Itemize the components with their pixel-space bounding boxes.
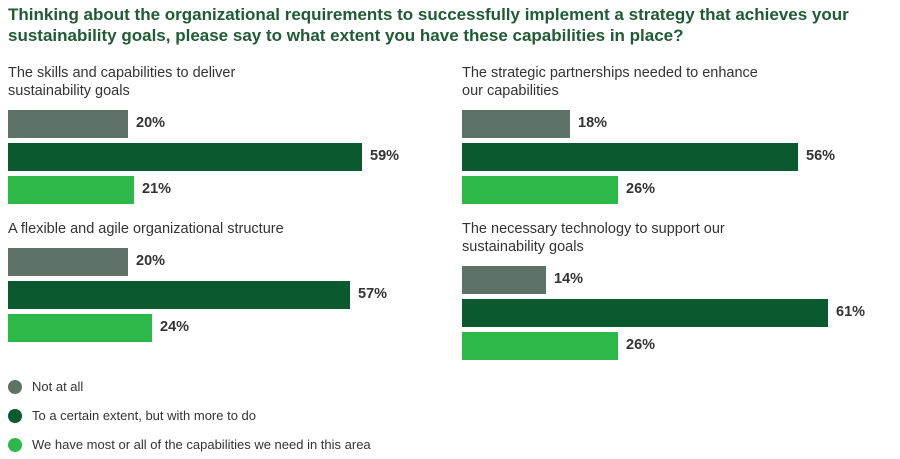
panel-title: The skills and capabilities to deliver s… — [8, 65, 236, 99]
bar-row: 61% — [462, 299, 865, 327]
legend-swatch — [8, 379, 22, 394]
legend-item-most-or-all: We have most or all of the capabilities … — [8, 430, 371, 459]
panel-title: A flexible and agile organizational stru… — [8, 221, 284, 237]
bar-row: 56% — [462, 143, 835, 171]
chart-panel: The necessary technology to support our … — [462, 220, 865, 365]
bar-not-at-all — [8, 110, 128, 138]
bar-row: 24% — [8, 314, 388, 342]
chart-title: Thinking about the organizational requir… — [8, 5, 849, 45]
data-label: 14% — [554, 271, 584, 287]
legend-label: Not at all — [32, 379, 84, 394]
bar-not-at-all — [8, 248, 128, 276]
legend-label: We have most or all of the capabilities … — [32, 437, 371, 452]
bar-group: 20% 59% 21% — [8, 110, 399, 204]
bar-group: 20% 57% 24% — [8, 248, 388, 342]
data-label: 20% — [136, 253, 166, 269]
data-label: 26% — [626, 181, 656, 197]
bar-row: 57% — [8, 281, 388, 309]
bar-row: 26% — [462, 332, 762, 360]
bar-not-at-all — [462, 110, 570, 138]
data-label: 24% — [160, 319, 190, 335]
legend-label: To a certain extent, but with more to do — [32, 408, 257, 423]
chart-panel: The skills and capabilities to deliver s… — [8, 64, 399, 209]
legend-swatch — [8, 437, 22, 452]
bar-certain-extent — [462, 143, 798, 171]
legend-item-not-at-all: Not at all — [8, 372, 371, 401]
data-label: 18% — [578, 115, 608, 131]
bar-certain-extent — [8, 281, 350, 309]
bar-most-or-all — [462, 176, 618, 204]
bar-most-or-all — [8, 176, 134, 204]
bar-row: 18% — [462, 110, 762, 138]
bar-row: 26% — [462, 176, 762, 204]
bar-not-at-all — [462, 266, 546, 294]
bar-certain-extent — [462, 299, 828, 327]
legend-swatch — [8, 408, 22, 423]
chart-panel: The strategic partnerships needed to enh… — [462, 64, 835, 209]
panel-title: The necessary technology to support our … — [462, 221, 725, 255]
bar-row: 14% — [462, 266, 762, 294]
data-label: 26% — [626, 337, 656, 353]
bar-certain-extent — [8, 143, 362, 171]
data-label: 20% — [136, 115, 166, 131]
data-label: 61% — [836, 304, 866, 320]
legend: Not at all To a certain extent, but with… — [8, 372, 371, 459]
chart-panel: A flexible and agile organizational stru… — [8, 220, 388, 347]
data-label: 56% — [806, 148, 836, 164]
bar-group: 18% 56% 26% — [462, 110, 835, 204]
panel-title: The strategic partnerships needed to enh… — [462, 65, 758, 99]
legend-item-certain-extent: To a certain extent, but with more to do — [8, 401, 371, 430]
bar-group: 14% 61% 26% — [462, 266, 865, 360]
data-label: 59% — [370, 148, 400, 164]
bar-row: 21% — [8, 176, 308, 204]
bar-most-or-all — [462, 332, 618, 360]
bar-most-or-all — [8, 314, 152, 342]
bar-row: 20% — [8, 248, 388, 276]
data-label: 57% — [358, 286, 388, 302]
data-label: 21% — [142, 181, 172, 197]
bar-row: 20% — [8, 110, 308, 138]
bar-row: 59% — [8, 143, 399, 171]
